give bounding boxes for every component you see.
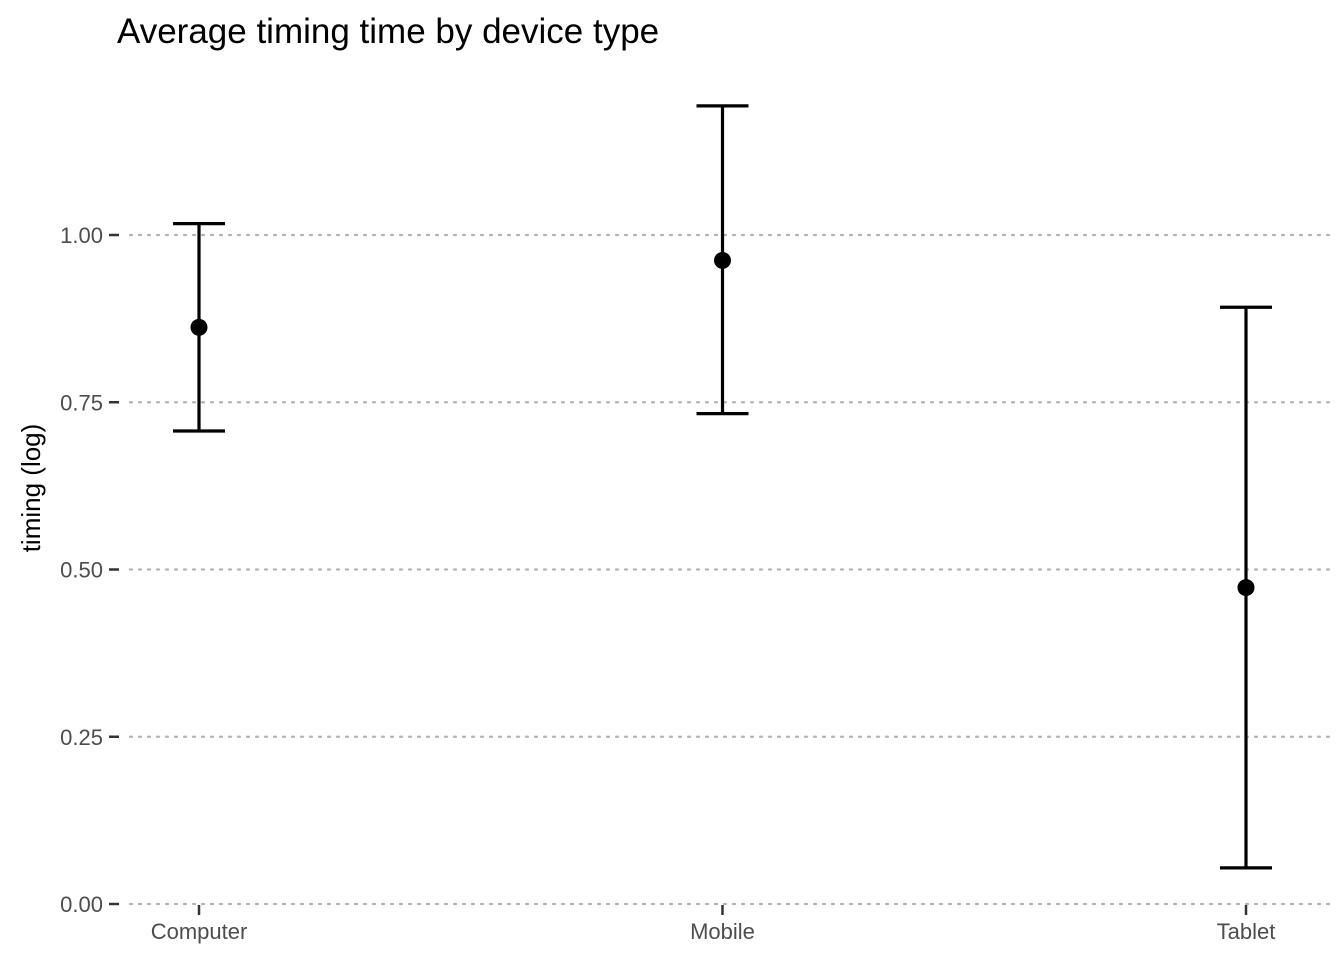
y-tick-label: 0.50 [60,558,103,583]
x-axis-ticks: Computer Mobile Tablet [151,905,1276,944]
mean-point [190,318,208,336]
error-bars [173,104,1272,870]
error-bar-group [173,222,225,433]
gridlines [128,233,1332,906]
x-tick-label: Tablet [1217,919,1276,944]
mean-point [714,251,731,269]
x-tick-label: Mobile [690,919,755,944]
y-tick-label: 0.00 [60,892,103,917]
mean-point [1237,579,1255,597]
y-axis-ticks: 0.00 0.25 0.50 0.75 1.00 [60,223,119,917]
error-bar-group [1220,305,1272,870]
y-tick-label: 0.75 [60,390,103,415]
x-tick-label: Computer [151,919,248,944]
error-bar-group [696,104,749,416]
y-axis-label: timing (log) [16,424,46,553]
y-tick-label: 0.25 [60,725,103,750]
y-tick-label: 1.00 [60,223,103,248]
chart-title: Average timing time by device type [117,12,659,51]
